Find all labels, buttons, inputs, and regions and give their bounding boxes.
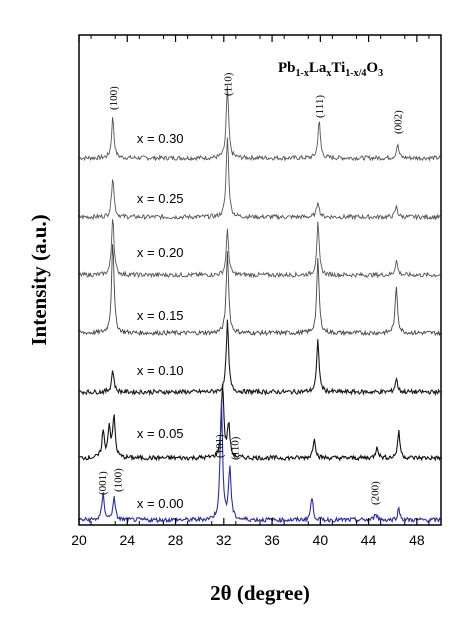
formula-subscript: 3 [378,68,383,79]
series-label: x = 0.25 [137,191,184,206]
x-tick-label: 28 [168,532,184,548]
x-tick-label: 44 [361,532,377,548]
formula-text: La [309,60,327,76]
x-tick-label: 36 [264,532,280,548]
series-line [79,244,441,337]
peak-label: (001) [97,471,109,495]
x-tick-label: 24 [119,532,135,548]
formula-subscript: x [326,68,331,79]
series-line [79,85,441,162]
label-layer: x = 0.30 x = 0.25 x = 0.20 x = 0.15 x = 0.10… [97,72,405,511]
axis-layer: 20 24 28 32 36 40 44 48 [71,35,430,548]
chart-title-formula: Pb1-xLaxTi1-x/4O3 [278,60,383,79]
series-label: x = 0.00 [137,496,184,511]
peak-label: (100) [108,86,120,110]
formula-text: Pb [278,60,296,76]
peak-label: (111) [314,95,326,118]
x-tick-label: 40 [313,532,329,548]
peak-label: (101) [214,434,226,458]
series-line [79,384,441,462]
x-tick-label: 20 [71,532,87,548]
formula-subscript: 1-x [296,68,309,79]
series-label: x = 0.20 [137,245,184,260]
series-label: x = 0.30 [137,131,184,146]
peak-label: (002) [393,110,405,134]
series-label: x = 0.15 [137,308,184,323]
plot-frame [78,34,442,526]
peak-label: (110) [222,72,234,96]
peak-label: (200) [370,481,382,505]
peak-label: (110) [230,436,242,460]
formula-text: Ti [331,60,345,76]
series-line [79,399,441,524]
series-line [79,219,441,279]
y-axis-title: Intensity (a.u.) [27,214,51,345]
series-line [79,319,441,397]
formula-text: O [366,60,378,76]
x-axis-title: 2θ (degree) [210,581,310,605]
series-layer [79,85,441,524]
x-tick-label: 48 [409,532,425,548]
x-tick-label: 32 [216,532,232,548]
series-label: x = 0.10 [137,363,184,378]
series-line [79,137,441,221]
formula-subscript: 1-x/4 [345,68,366,79]
peak-label: (100) [113,468,125,492]
series-label: x = 0.05 [137,426,184,441]
